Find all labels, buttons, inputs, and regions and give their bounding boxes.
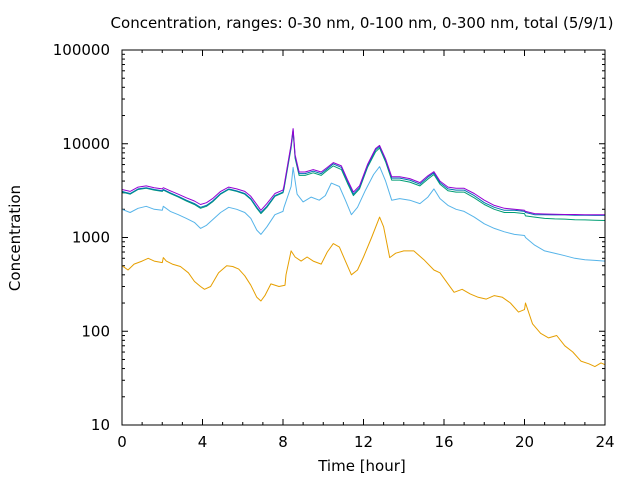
series-line-3 [121, 131, 606, 221]
y-axis-label: Concentration [6, 185, 24, 291]
y-tick-label: 1000 [72, 229, 110, 247]
x-tick-label: 20 [515, 433, 534, 451]
x-tick-label: 12 [354, 433, 373, 451]
series-line-2 [121, 166, 606, 262]
plot-series [121, 128, 606, 368]
series-line-4 [121, 129, 605, 216]
x-tick-label: 0 [117, 433, 127, 451]
y-tick-label: 100000 [53, 41, 110, 59]
chart-title: Concentration, ranges: 0-30 nm, 0-100 nm… [111, 14, 614, 32]
axis-ticks: 0 4 8 12 16 20 24 10 100 1000 10000 100000 [53, 41, 615, 451]
y-tick-label: 10 [91, 416, 110, 434]
series-line-1 [121, 216, 606, 368]
y-tick-label: 100 [81, 322, 110, 340]
x-tick-label: 8 [278, 433, 288, 451]
plot-frame [121, 49, 606, 426]
x-axis-label: Time [hour] [317, 457, 406, 475]
series-line-5 [121, 128, 605, 216]
x-tick-label: 16 [434, 433, 453, 451]
x-tick-label: 4 [198, 433, 208, 451]
y-tick-label: 10000 [62, 135, 110, 153]
x-tick-label: 24 [595, 433, 614, 451]
